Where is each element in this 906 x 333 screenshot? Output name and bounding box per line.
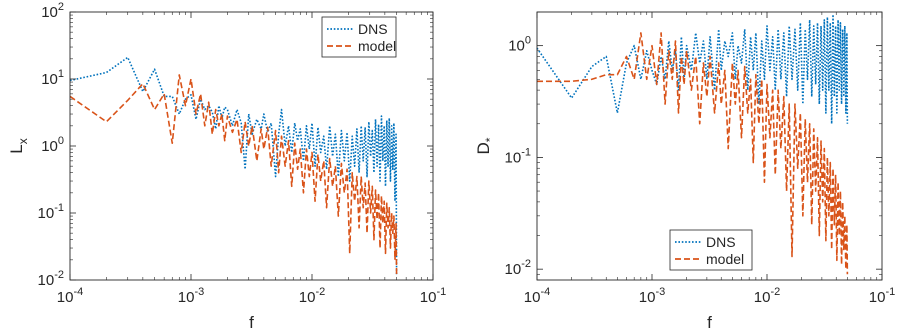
tick-label-exponent: 0 bbox=[58, 135, 64, 147]
chart-2-legend-box bbox=[669, 229, 753, 271]
tick-label-exponent: -2 bbox=[770, 286, 780, 298]
tick-label-exponent: -1 bbox=[521, 146, 531, 158]
tick-label-base: 10 bbox=[508, 38, 525, 55]
chart-2-series-dns-line bbox=[536, 13, 849, 125]
tick-label-exponent: -1 bbox=[885, 286, 895, 298]
y-axis-label-main: L bbox=[7, 144, 26, 153]
tick-label-exponent: 0 bbox=[525, 35, 531, 47]
tick-label-exponent: -1 bbox=[54, 202, 64, 214]
chart-1-legend-box bbox=[321, 16, 397, 58]
tick-label-base: 10 bbox=[57, 289, 74, 306]
chart-2-x-tick-label: 10-2 bbox=[754, 286, 780, 306]
chart-2-legend-label-model: model bbox=[706, 251, 744, 267]
tick-label-exponent: -2 bbox=[521, 258, 531, 270]
tick-label-base: 10 bbox=[869, 289, 886, 306]
tick-label-base: 10 bbox=[41, 4, 58, 21]
tick-label-base: 10 bbox=[41, 71, 58, 88]
tick-label-exponent: -4 bbox=[73, 286, 83, 298]
chart-1-y-tick-label: 100 bbox=[41, 135, 64, 155]
chart-1-series-model-line bbox=[69, 74, 398, 275]
tick-label-exponent: -4 bbox=[540, 286, 550, 298]
chart-1-axes-box bbox=[69, 11, 434, 281]
chart-2-y-axis-label: D* bbox=[474, 137, 497, 154]
chart-2-y-tick-label: 10-1 bbox=[505, 146, 531, 166]
chart-2-x-axis-label: f bbox=[707, 313, 712, 332]
tick-label-base: 10 bbox=[38, 205, 55, 222]
tick-label-base: 10 bbox=[754, 289, 771, 306]
tick-label-base: 10 bbox=[178, 289, 195, 306]
tick-label-base: 10 bbox=[38, 272, 55, 289]
tick-label-base: 10 bbox=[639, 289, 656, 306]
tick-label-base: 10 bbox=[420, 289, 437, 306]
tick-label-base: 10 bbox=[41, 138, 58, 155]
chart-1-x-axis-label: f bbox=[249, 313, 254, 332]
chart-1-y-tick-label: 10-2 bbox=[38, 269, 64, 289]
tick-label-base: 10 bbox=[299, 289, 316, 306]
y-axis-label-subscript: x bbox=[16, 138, 30, 144]
tick-label-base: 10 bbox=[505, 261, 522, 278]
tick-label-exponent: -2 bbox=[315, 286, 325, 298]
chart-2-x-tick-label: 10-1 bbox=[869, 286, 895, 306]
tick-label-exponent: 2 bbox=[58, 1, 64, 13]
chart-1-y-tick-label: 10-1 bbox=[38, 202, 64, 222]
tick-label-exponent: -2 bbox=[54, 269, 64, 281]
chart-1-x-tick-label: 10-2 bbox=[299, 286, 325, 306]
chart-1-y-axis-label: Lx bbox=[7, 138, 30, 153]
tick-label-exponent: -3 bbox=[655, 286, 665, 298]
tick-label-base: 10 bbox=[505, 149, 522, 166]
tick-label-base: 10 bbox=[524, 289, 541, 306]
chart-2-series-model-line bbox=[537, 32, 849, 275]
y-axis-label-main: D bbox=[474, 142, 493, 154]
chart-1-legend-label-dns: DNS bbox=[358, 21, 388, 37]
chart-1: 10-4 10-3 10-2 10-110-210-1100101102fLxDNSm… bbox=[7, 1, 446, 332]
y-axis-label-subscript: * bbox=[483, 137, 497, 142]
chart-2-y-tick-label: 100 bbox=[508, 35, 531, 55]
tick-label-exponent: -3 bbox=[194, 286, 204, 298]
chart-2-y-tick-label: 10-2 bbox=[505, 258, 531, 278]
chart-2-axes-box bbox=[536, 11, 883, 281]
chart-1-y-tick-label: 101 bbox=[41, 68, 64, 88]
chart-2-legend-label-dns: DNS bbox=[706, 234, 736, 250]
chart-1-x-tick-label: 10-3 bbox=[178, 286, 204, 306]
tick-label-exponent: 1 bbox=[58, 68, 64, 80]
chart-1-y-tick-label: 102 bbox=[41, 1, 64, 21]
tick-label-exponent: -1 bbox=[436, 286, 446, 298]
chart-2-x-tick-label: 10-4 bbox=[524, 286, 550, 306]
chart-1-x-tick-label: 10-4 bbox=[57, 286, 83, 306]
chart-2-x-tick-label: 10-3 bbox=[639, 286, 665, 306]
chart-1-legend-label-model: model bbox=[358, 38, 396, 54]
chart-1-x-tick-label: 10-1 bbox=[420, 286, 446, 306]
